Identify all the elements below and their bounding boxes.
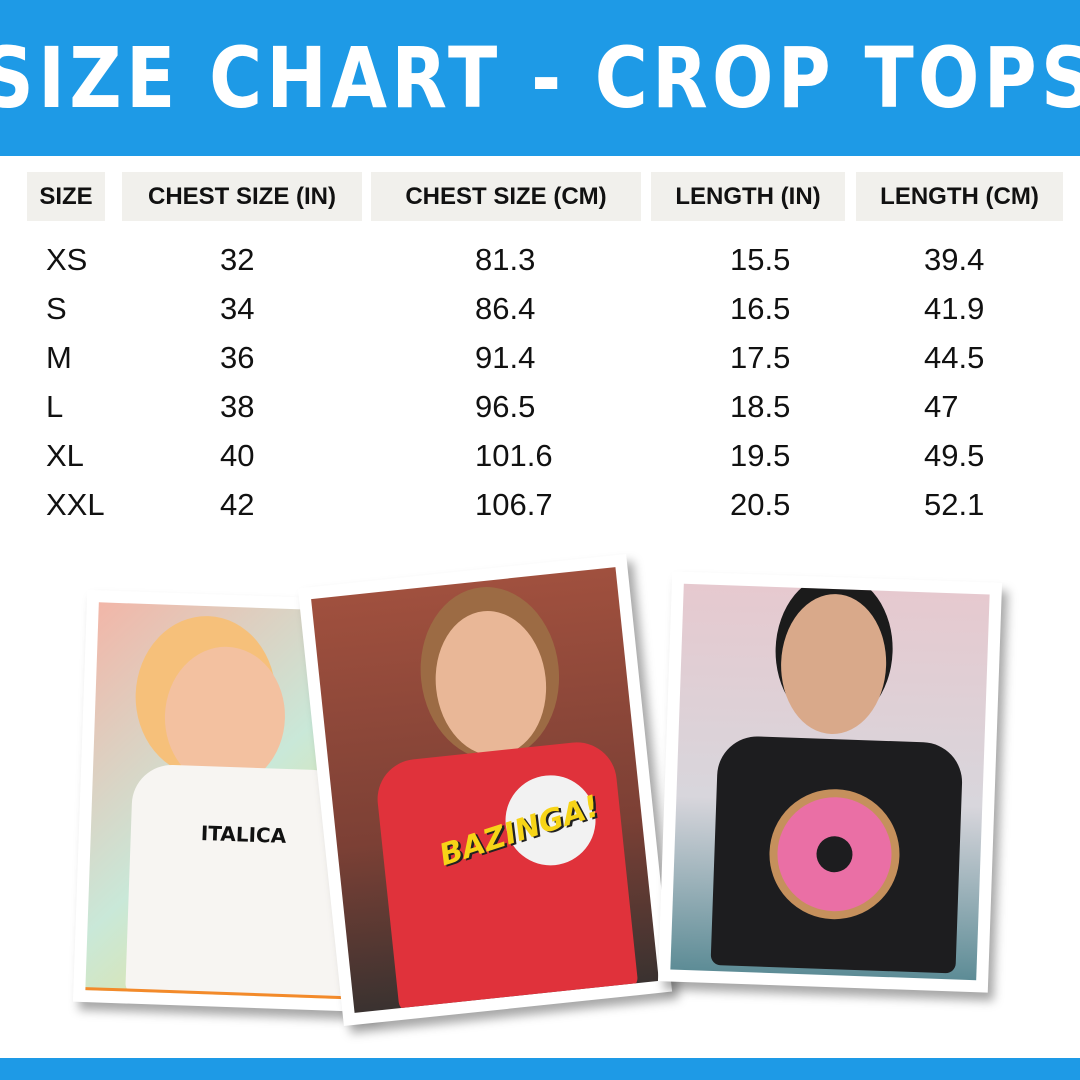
table-cell: XXL — [46, 487, 105, 522]
table-cell: 106.7 — [475, 487, 553, 522]
table-cell: 18.5 — [730, 389, 791, 424]
header-length-in: LENGTH (IN) — [651, 172, 845, 221]
table-cell: 47 — [924, 389, 959, 424]
header-chest-cm: CHEST SIZE (CM) — [371, 172, 641, 221]
table-cell: 17.5 — [730, 340, 791, 375]
table-cell: 41.9 — [924, 291, 985, 326]
table-cell: M — [46, 340, 72, 375]
table-cell: 19.5 — [730, 438, 791, 473]
table-cell: 38 — [220, 389, 255, 424]
table-cell: S — [46, 291, 67, 326]
table-cell: 52.1 — [924, 487, 985, 522]
table-cell: 15.5 — [730, 242, 791, 277]
table-cell: XS — [46, 242, 88, 277]
table-cell: 34 — [220, 291, 255, 326]
table-cell: 81.3 — [475, 242, 536, 277]
header-length-cm: LENGTH (CM) — [856, 172, 1063, 221]
table-row: XXL 42 106.7 20.5 52.1 — [0, 479, 1080, 528]
table-cell: 44.5 — [924, 340, 985, 375]
table-row: XL 40 101.6 19.5 49.5 — [0, 430, 1080, 479]
shirt-print: ITALICA — [200, 821, 287, 848]
header-size: SIZE — [27, 172, 105, 221]
table-cell: 32 — [220, 242, 255, 277]
table-cell: 49.5 — [924, 438, 985, 473]
table-cell: 96.5 — [475, 389, 536, 424]
table-cell: 40 — [220, 438, 255, 473]
header-chest-in: CHEST SIZE (IN) — [122, 172, 362, 221]
table-cell: 86.4 — [475, 291, 536, 326]
table-row: S 34 86.4 16.5 41.9 — [0, 283, 1080, 332]
table-cell: 91.4 — [475, 340, 536, 375]
photo-black-crop-top — [657, 571, 1003, 993]
footer-bar — [0, 1058, 1080, 1080]
table-cell: 101.6 — [475, 438, 553, 473]
table-cell: 16.5 — [730, 291, 791, 326]
page-title: SIZE CHART - CROP TOPS — [0, 29, 1080, 127]
table-cell: 20.5 — [730, 487, 791, 522]
table-row: M 36 91.4 17.5 44.5 — [0, 332, 1080, 381]
table-row: L 38 96.5 18.5 47 — [0, 381, 1080, 430]
table-row: XS 32 81.3 15.5 39.4 — [0, 234, 1080, 283]
table-cell: 42 — [220, 487, 255, 522]
title-banner: SIZE CHART - CROP TOPS — [0, 0, 1080, 156]
table-cell: 39.4 — [924, 242, 985, 277]
table-cell: 36 — [220, 340, 255, 375]
photo-red-crop-top: BAZINGA! — [297, 553, 673, 1027]
table-cell: XL — [46, 438, 84, 473]
table-cell: L — [46, 389, 64, 424]
